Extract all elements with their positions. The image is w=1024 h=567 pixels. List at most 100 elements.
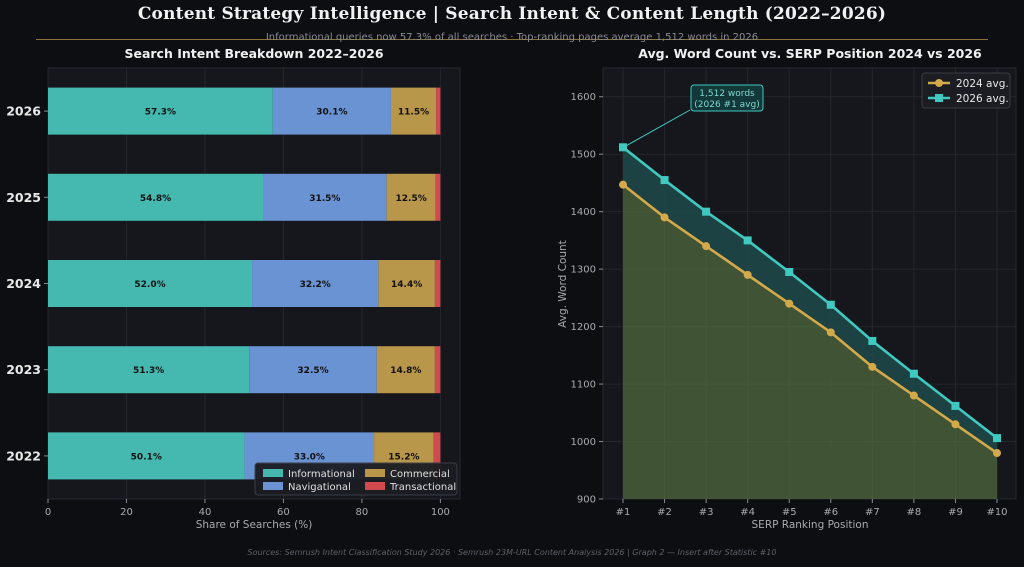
data-point-2026 (743, 236, 752, 245)
right-area-fills (623, 147, 997, 499)
bar-data-label: 32.5% (297, 366, 328, 376)
legend-label: 2026 avg. (956, 93, 1009, 105)
bar-data-label: 30.1% (316, 108, 347, 118)
data-point-2026 (785, 268, 794, 277)
left-legend-box (254, 462, 458, 496)
data-point-2024 (785, 299, 794, 308)
right-x-tick-label: #9 (948, 507, 963, 518)
data-point-2024 (743, 270, 752, 279)
bar-segment-informational (48, 173, 264, 221)
right-y-axis-label: Avg. Word Count (557, 240, 569, 328)
bar-data-label: 54.8% (140, 194, 171, 204)
bar-data-label: 32.2% (300, 280, 331, 290)
bar-data-label: 14.4% (391, 280, 422, 290)
bar-segment-informational (48, 87, 273, 135)
bar-segment-commercial (378, 260, 435, 307)
left-x-tick-label: 100 (431, 507, 450, 518)
right-y-tick-label: 1600 (571, 92, 596, 103)
page-title: Content Strategy Intelligence | Search I… (137, 4, 887, 24)
bar-data-label: 57.3% (145, 108, 176, 118)
left-x-tick-label: 40 (199, 507, 212, 518)
bar-segment-navigational (272, 87, 391, 135)
bar-data-label: 52.0% (134, 280, 165, 290)
left-x-tick-label: 0 (45, 507, 51, 518)
data-point-2024 (909, 391, 918, 400)
area-fill-2024 (623, 184, 997, 499)
right-x-tick-label: #10 (986, 507, 1007, 518)
data-point-2024 (868, 362, 877, 371)
legend-swatch-commercial (365, 469, 385, 477)
data-point-2026 (660, 176, 669, 185)
legend-label: Transactional (389, 482, 456, 493)
bar-segment-informational (48, 432, 245, 480)
legend-label: Navigational (288, 482, 351, 493)
right-x-tick-label: #2 (657, 507, 672, 518)
right-x-axis-label: SERP Ranking Position (752, 519, 869, 531)
left-x-ticks: 0 20 40 60 80 100 (45, 499, 450, 518)
bar-data-label: 11.5% (398, 108, 429, 118)
left-x-tick-label: 20 (120, 507, 133, 518)
right-y-tick-label: 1400 (571, 207, 596, 218)
footer-sources: Sources: Semrush Intent Classification S… (247, 548, 777, 557)
legend-marker-2026 (935, 94, 943, 102)
right-y-tick-label: 1300 (571, 265, 596, 276)
bar-segment-navigational (263, 173, 387, 221)
data-point-2024 (993, 449, 1001, 458)
bar-data-label: 14.8% (390, 366, 421, 376)
bar-data-label: 51.3% (133, 366, 164, 376)
right-x-tick-label: #5 (782, 507, 797, 518)
bar-data-label: 31.5% (309, 194, 340, 204)
annotation-text-line2: (2026 #1 avg) (694, 100, 759, 110)
left-chart-title: Search Intent Breakdown 2022–2026 (124, 46, 383, 61)
legend-label: Informational (288, 469, 355, 480)
legend-swatch-informational (263, 469, 283, 477)
legend-marker-2024 (935, 79, 943, 87)
area-fill-gap (623, 147, 997, 454)
bar-data-label: 12.5% (396, 194, 427, 204)
series-line-2026 (622, 146, 998, 440)
right-x-tick-label: #8 (907, 507, 922, 518)
bar-segment-informational (48, 260, 253, 307)
data-point-2026 (826, 300, 835, 309)
right-x-ticks: #1 #2 #3 #4 #5 #6 #7 #8 #9 #10 (616, 499, 1008, 518)
series-line-2024 (622, 183, 998, 455)
right-x-tick-label: #1 (616, 507, 631, 518)
bar-segment-transactional (434, 260, 441, 307)
right-y-tick-label: 1500 (571, 150, 596, 161)
right-annotation: 1,512 words(2026 #1 avg) (626, 84, 764, 146)
legend-swatch-navigational (263, 482, 283, 490)
bar-segment-navigational (252, 260, 379, 307)
left-x-tick-label: 80 (356, 507, 369, 518)
right-legend: 2024 avg. 2026 avg. (921, 72, 1011, 109)
right-x-tick-label: #3 (699, 507, 714, 518)
bar-segment-transactional (435, 173, 441, 221)
bar-segment-transactional (434, 346, 441, 394)
right-y-tick-label: 1200 (571, 322, 596, 333)
data-point-2026 (993, 434, 1001, 443)
data-point-2026 (702, 207, 711, 216)
data-point-2024 (660, 213, 669, 222)
right-x-tick-label: #6 (823, 507, 838, 518)
bar-data-label: 15.2% (388, 452, 419, 462)
data-point-2024 (826, 328, 835, 337)
data-point-2024 (702, 242, 711, 251)
annotation-text-line1: 1,512 words (699, 89, 755, 99)
bar-segment-navigational (249, 346, 377, 394)
data-point-2024 (619, 180, 627, 189)
right-series-lines (619, 143, 1001, 458)
legend-label: Commercial (390, 469, 450, 480)
left-x-tick-label: 60 (277, 507, 290, 518)
data-point-2026 (951, 401, 960, 410)
left-y-tick-label: 2026 (6, 104, 41, 119)
intent-breakdown-chart: 57.3% 30.1% 11.5% 54.8% 31.5% 12.5% 52.0% 32.2%… (6, 46, 461, 531)
bar-segment-informational (48, 346, 250, 394)
left-legend: Informational Navigational Commercial Trans… (254, 462, 458, 496)
left-x-axis-label: Share of Searches (%) (196, 519, 313, 531)
legend-swatch-transactional (365, 482, 385, 490)
bar-segment-transactional (436, 87, 441, 135)
left-y-tick-label: 2022 (6, 448, 41, 463)
data-point-2026 (619, 143, 627, 152)
bar-segment-transactional (433, 432, 441, 480)
bar-segment-commercial (376, 346, 435, 394)
